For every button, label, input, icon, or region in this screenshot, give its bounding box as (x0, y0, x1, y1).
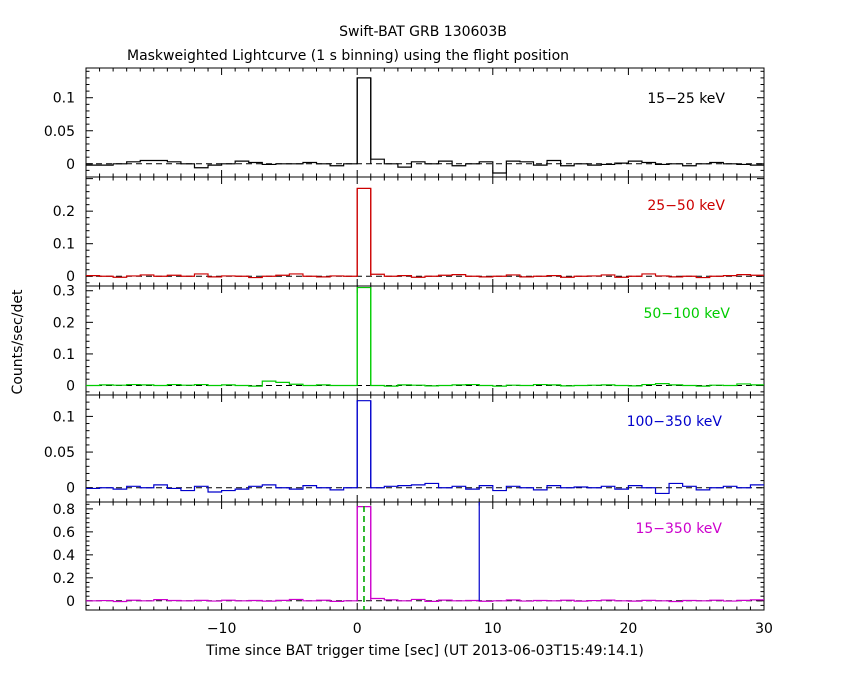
panel-5: 0 0.2 0.4 0.6 0.8 15−350 keV (53, 501, 765, 611)
peak-bin-edges (356, 287, 372, 386)
panel-frame (85, 501, 765, 611)
y-tick-label: 0.6 (53, 525, 75, 541)
y-tick-label: 0.2 (53, 204, 75, 220)
energy-band-label: 25−50 keV (647, 198, 725, 214)
x-axis-label: Time since BAT trigger time [sec] (UT 20… (205, 643, 644, 659)
y-tick-label: 0.05 (44, 445, 75, 461)
energy-band-label: 15−350 keV (635, 521, 722, 537)
x-tick-label: 0 (353, 621, 362, 637)
y-tick-label: 0.05 (44, 124, 75, 140)
y-axis-label: Counts/sec/det (10, 289, 26, 394)
panel-frame (85, 67, 765, 178)
panel-frame (85, 285, 765, 396)
panel-2: 0 0.1 0.2 25−50 keV (53, 176, 765, 287)
y-tick-label: 0 (66, 594, 75, 610)
peak-bin-edges (356, 77, 372, 164)
peak-bin-edges (356, 506, 372, 601)
x-tick-label: 30 (755, 621, 773, 637)
y-tick-label: 0.4 (53, 548, 75, 564)
peak-bin-edges (356, 188, 372, 277)
y-tick-label: 0 (66, 379, 75, 395)
x-tick-label: 20 (619, 621, 637, 637)
panel-4: 0 0.05 0.1 100−350 keV (44, 394, 765, 503)
y-tick-label: 0.1 (53, 409, 75, 425)
lightcurve-series (86, 400, 764, 495)
energy-band-label: 100−350 keV (627, 414, 723, 430)
y-tick-label: 0.2 (53, 571, 75, 587)
y-tick-label: 0.1 (53, 347, 75, 363)
y-tick-label: 0 (66, 481, 75, 497)
lightcurve-series (86, 286, 764, 387)
energy-band-label: 15−25 keV (647, 91, 725, 107)
lightcurve-series (86, 187, 764, 279)
energy-band-label: 50−100 keV (643, 306, 730, 322)
y-tick-label: 0 (66, 269, 75, 285)
y-tick-label: 0.1 (53, 237, 75, 253)
panel-frame (85, 176, 765, 287)
x-tick-label: −10 (207, 621, 237, 637)
y-tick-label: 0.1 (53, 91, 75, 107)
chart-subtitle: Maskweighted Lightcurve (1 s binning) us… (127, 48, 569, 64)
panel-1: 0 0.05 0.1 15−25 keV (44, 67, 765, 178)
y-tick-label: 0.8 (53, 502, 75, 518)
y-tick-label: 0.3 (53, 284, 75, 300)
panel-frame (85, 394, 765, 503)
lightcurve-series (86, 505, 764, 603)
panels-group: 0 0.05 0.1 15−25 keV 0 0.1 0.2 25−50 keV 0 0.1 0.2… (44, 67, 773, 637)
lightcurve-series (86, 77, 764, 174)
y-tick-label: 0.2 (53, 315, 75, 331)
x-tick-label: 10 (484, 621, 502, 637)
chart-title: Swift-BAT GRB 130603B (339, 24, 507, 40)
y-tick-label: 0 (66, 157, 75, 173)
peak-bin-edges (356, 400, 372, 488)
panel-3: 0 0.1 0.2 0.3 50−100 keV (53, 284, 765, 396)
